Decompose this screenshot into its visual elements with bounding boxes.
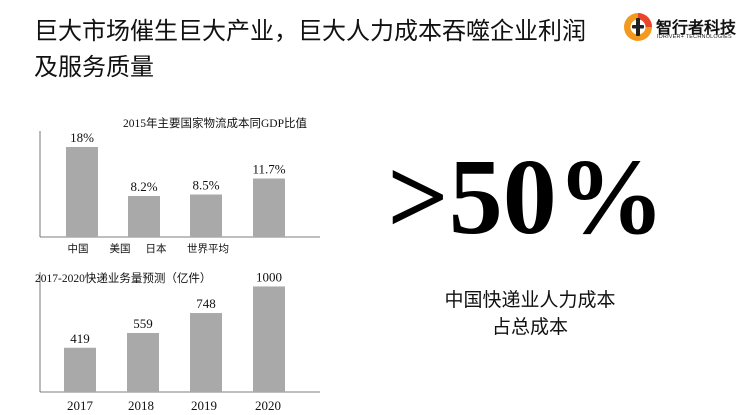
stat-caption-line1: 中国快递业人力成本 [444, 290, 616, 311]
bar [190, 194, 222, 237]
stat-caption: 中国快递业人力成本 占总成本 [430, 287, 630, 341]
data-label: 1000 [256, 269, 282, 284]
data-label: 419 [70, 331, 90, 346]
category-label: 2017 [67, 398, 94, 413]
company-logo: 智行者科技 IDRIVER+ TECHNOLOGIES [623, 12, 737, 46]
data-label: 8.5% [192, 178, 219, 193]
category-label: 美国 [110, 242, 131, 255]
stat-caption-line2: 占总成本 [491, 317, 568, 338]
bar [127, 332, 159, 392]
category-label: 中国 [68, 242, 89, 255]
data-label: 748 [196, 296, 216, 311]
logo-name: 智行者科技 [656, 20, 737, 37]
bar [253, 178, 285, 237]
chart-title: 2017-2020快递业务量预测（亿件） [35, 271, 211, 285]
data-label: 559 [133, 316, 153, 331]
headline-stat: >50% [387, 138, 665, 257]
bar [66, 147, 98, 237]
chart-title: 2015年主要国家物流成本同GDP比值 [123, 116, 308, 130]
data-label: 18% [70, 130, 94, 145]
bar [128, 196, 160, 237]
data-label: 8.2% [130, 179, 157, 194]
bar [64, 347, 96, 392]
category-label: 世界平均 [187, 243, 229, 255]
category-label: 2019 [191, 398, 217, 413]
bar [253, 286, 285, 392]
data-label: 11.7% [252, 162, 285, 177]
page-title: 巨大市场催生巨大产业，巨大人力成本吞噬企业利润及服务质量 [34, 18, 586, 81]
category-label: 日本 [146, 242, 167, 255]
category-label: 2018 [128, 398, 154, 413]
logo-icon [624, 13, 652, 41]
bar [190, 313, 222, 392]
category-label: 2020 [255, 398, 281, 413]
logo-subtitle: IDRIVER+ TECHNOLOGIES [657, 34, 732, 40]
